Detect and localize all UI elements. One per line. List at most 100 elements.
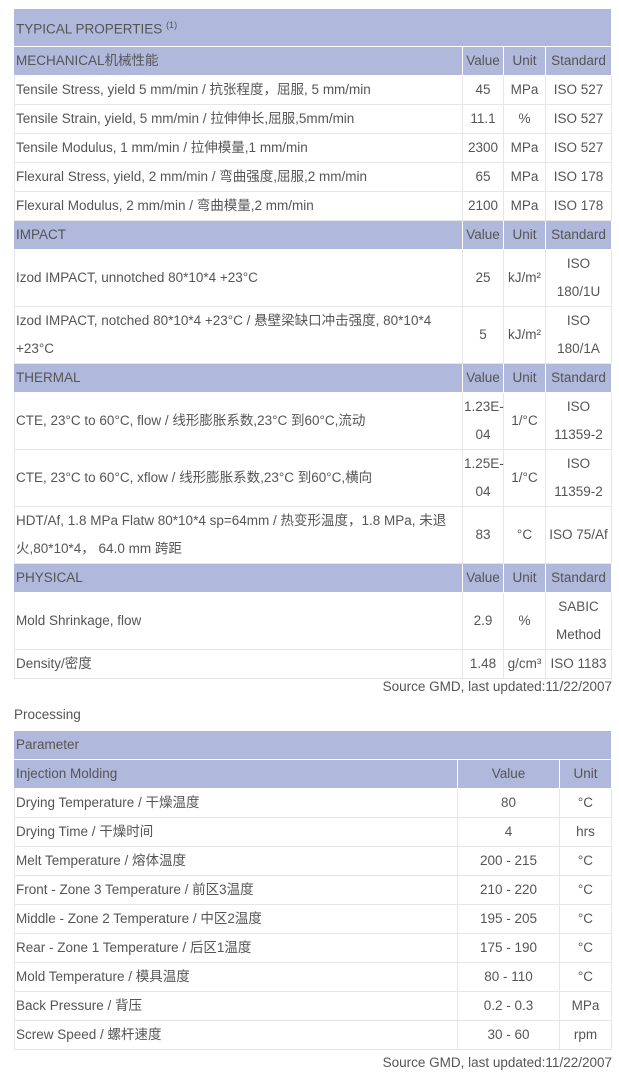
- unit-header: Unit: [503, 45, 546, 76]
- parameter-value: 0.2 - 0.3: [456, 991, 560, 1021]
- property-name: Tensile Stress, yield 5 mm/min / 抗张程度，屈服…: [14, 74, 463, 105]
- standard-header: Standard: [545, 362, 612, 393]
- unit-header: Unit: [503, 562, 546, 593]
- section-header-row: PHYSICAL Value Unit Standard: [14, 562, 612, 593]
- property-unit: kJ/m²: [503, 305, 546, 364]
- parameter-unit: rpm: [558, 1020, 613, 1050]
- processing-header-row: Parameter: [14, 730, 612, 760]
- section-name: Injection Molding: [14, 759, 458, 789]
- property-name: HDT/Af, 1.8 MPa Flatw 80*10*4 sp=64mm / …: [14, 505, 463, 564]
- unit-header: Unit: [558, 759, 613, 789]
- property-name: Density/密度: [14, 648, 463, 679]
- property-value: 1.23E-04: [462, 391, 504, 450]
- parameter-unit: hrs: [558, 817, 613, 847]
- title-text: TYPICAL PROPERTIES: [16, 21, 163, 37]
- parameter-unit: °C: [558, 933, 613, 963]
- table-title: TYPICAL PROPERTIES (1): [14, 8, 612, 47]
- property-standard: ISO 11359-2: [545, 448, 612, 507]
- table-row: Tensile Modulus, 1 mm/min / 拉伸模量,1 mm/mi…: [14, 132, 612, 163]
- property-name: Flexural Modulus, 2 mm/min / 弯曲模量,2 mm/m…: [14, 190, 463, 221]
- source-note: Source GMD, last updated:11/22/2007: [382, 679, 612, 694]
- parameter-name: Front - Zone 3 Temperature / 前区3温度: [14, 875, 458, 905]
- table-row: Drying Time / 干燥时间 4 hrs: [14, 817, 613, 847]
- section-name: MECHANICAL机械性能: [14, 45, 463, 76]
- parameter-unit: °C: [558, 904, 613, 934]
- parameter-unit: °C: [558, 846, 613, 876]
- parameter-value: 210 - 220: [456, 875, 560, 905]
- property-unit: MPa: [503, 74, 546, 105]
- parameter-unit: °C: [558, 788, 613, 818]
- section-name: PHYSICAL: [14, 562, 463, 593]
- property-standard: ISO 11359-2: [545, 391, 612, 450]
- parameter-value: 80 - 110: [456, 962, 560, 992]
- property-standard: ISO 527: [545, 74, 612, 105]
- table-row: Middle - Zone 2 Temperature / 中区2温度 195 -…: [14, 904, 613, 934]
- parameter-value: 30 - 60: [456, 1020, 560, 1050]
- property-name: Tensile Strain, yield, 5 mm/min / 拉伸伸长,屈…: [14, 103, 463, 134]
- parameter-name: Mold Temperature / 模具温度: [14, 962, 458, 992]
- property-unit: MPa: [503, 190, 546, 221]
- parameter-name: Melt Temperature / 熔体温度: [14, 846, 458, 876]
- unit-header: Unit: [503, 362, 546, 393]
- table-row: Flexural Stress, yield, 2 mm/min / 弯曲强度,…: [14, 161, 612, 192]
- section-header-row: IMPACT Value Unit Standard: [14, 219, 612, 250]
- standard-header: Standard: [545, 562, 612, 593]
- property-value: 25: [462, 248, 504, 307]
- property-unit: MPa: [503, 161, 546, 192]
- footnote-marker: (1): [166, 20, 178, 30]
- property-unit: kJ/m²: [503, 248, 546, 307]
- table-row: HDT/Af, 1.8 MPa Flatw 80*10*4 sp=64mm / …: [14, 505, 612, 564]
- section-name: THERMAL: [14, 362, 463, 393]
- parameter-name: Rear - Zone 1 Temperature / 后区1温度: [14, 933, 458, 963]
- table-title-row: TYPICAL PROPERTIES (1): [14, 8, 612, 47]
- table-row: CTE, 23°C to 60°C, flow / 线形膨胀系数,23°C 到6…: [14, 391, 612, 450]
- parameter-value: 80: [456, 788, 560, 818]
- property-value: 1.25E-04: [462, 448, 504, 507]
- parameter-value: 175 - 190: [456, 933, 560, 963]
- property-value: 5: [462, 305, 504, 364]
- property-name: CTE, 23°C to 60°C, xflow / 线形膨胀系数,23°C 到…: [14, 448, 463, 507]
- property-unit: %: [503, 103, 546, 134]
- table-row: Front - Zone 3 Temperature / 前区3温度 210 - …: [14, 875, 613, 905]
- table-row: Density/密度 1.48 g/cm³ ISO 1183: [14, 648, 612, 679]
- table-row: Izod IMPACT, notched 80*10*4 +23°C / 悬壁梁…: [14, 305, 612, 364]
- property-value: 1.48: [462, 648, 504, 679]
- standard-header: Standard: [545, 45, 612, 76]
- processing-title: Processing: [14, 707, 81, 722]
- property-standard: SABIC Method: [545, 591, 612, 650]
- parameter-value: 200 - 215: [456, 846, 560, 876]
- table-row: Rear - Zone 1 Temperature / 后区1温度 175 - 1…: [14, 933, 613, 963]
- property-name: Mold Shrinkage, flow: [14, 591, 463, 650]
- property-unit: 1/°C: [503, 448, 546, 507]
- property-standard: ISO 178: [545, 161, 612, 192]
- value-header: Value: [456, 759, 560, 789]
- property-unit: g/cm³: [503, 648, 546, 679]
- parameter-name: Back Pressure / 背压: [14, 991, 458, 1021]
- section-header-row: MECHANICAL机械性能 Value Unit Standard: [14, 45, 612, 76]
- property-unit: 1/°C: [503, 391, 546, 450]
- parameter-header: Parameter: [14, 730, 612, 760]
- property-value: 11.1: [462, 103, 504, 134]
- property-standard: ISO 527: [545, 132, 612, 163]
- typical-properties-table: TYPICAL PROPERTIES (1) MECHANICAL机械性能 Val…: [14, 8, 612, 679]
- property-value: 45: [462, 74, 504, 105]
- parameter-value: 195 - 205: [456, 904, 560, 934]
- property-standard: ISO 180/1A: [545, 305, 612, 364]
- property-name: Flexural Stress, yield, 2 mm/min / 弯曲强度,…: [14, 161, 463, 192]
- parameter-name: Drying Time / 干燥时间: [14, 817, 458, 847]
- section-name: IMPACT: [14, 219, 463, 250]
- table-row: Tensile Stress, yield 5 mm/min / 抗张程度，屈服…: [14, 74, 612, 105]
- parameter-unit: MPa: [558, 991, 613, 1021]
- property-value: 2.9: [462, 591, 504, 650]
- table-row: Back Pressure / 背压 0.2 - 0.3 MPa: [14, 991, 613, 1021]
- property-value: 65: [462, 161, 504, 192]
- property-unit: MPa: [503, 132, 546, 163]
- value-header: Value: [462, 362, 504, 393]
- property-standard: ISO 180/1U: [545, 248, 612, 307]
- parameter-name: Drying Temperature / 干燥温度: [14, 788, 458, 818]
- property-value: 2100: [462, 190, 504, 221]
- value-header: Value: [462, 562, 504, 593]
- parameter-unit: °C: [558, 962, 613, 992]
- property-standard: ISO 527: [545, 103, 612, 134]
- property-value: 2300: [462, 132, 504, 163]
